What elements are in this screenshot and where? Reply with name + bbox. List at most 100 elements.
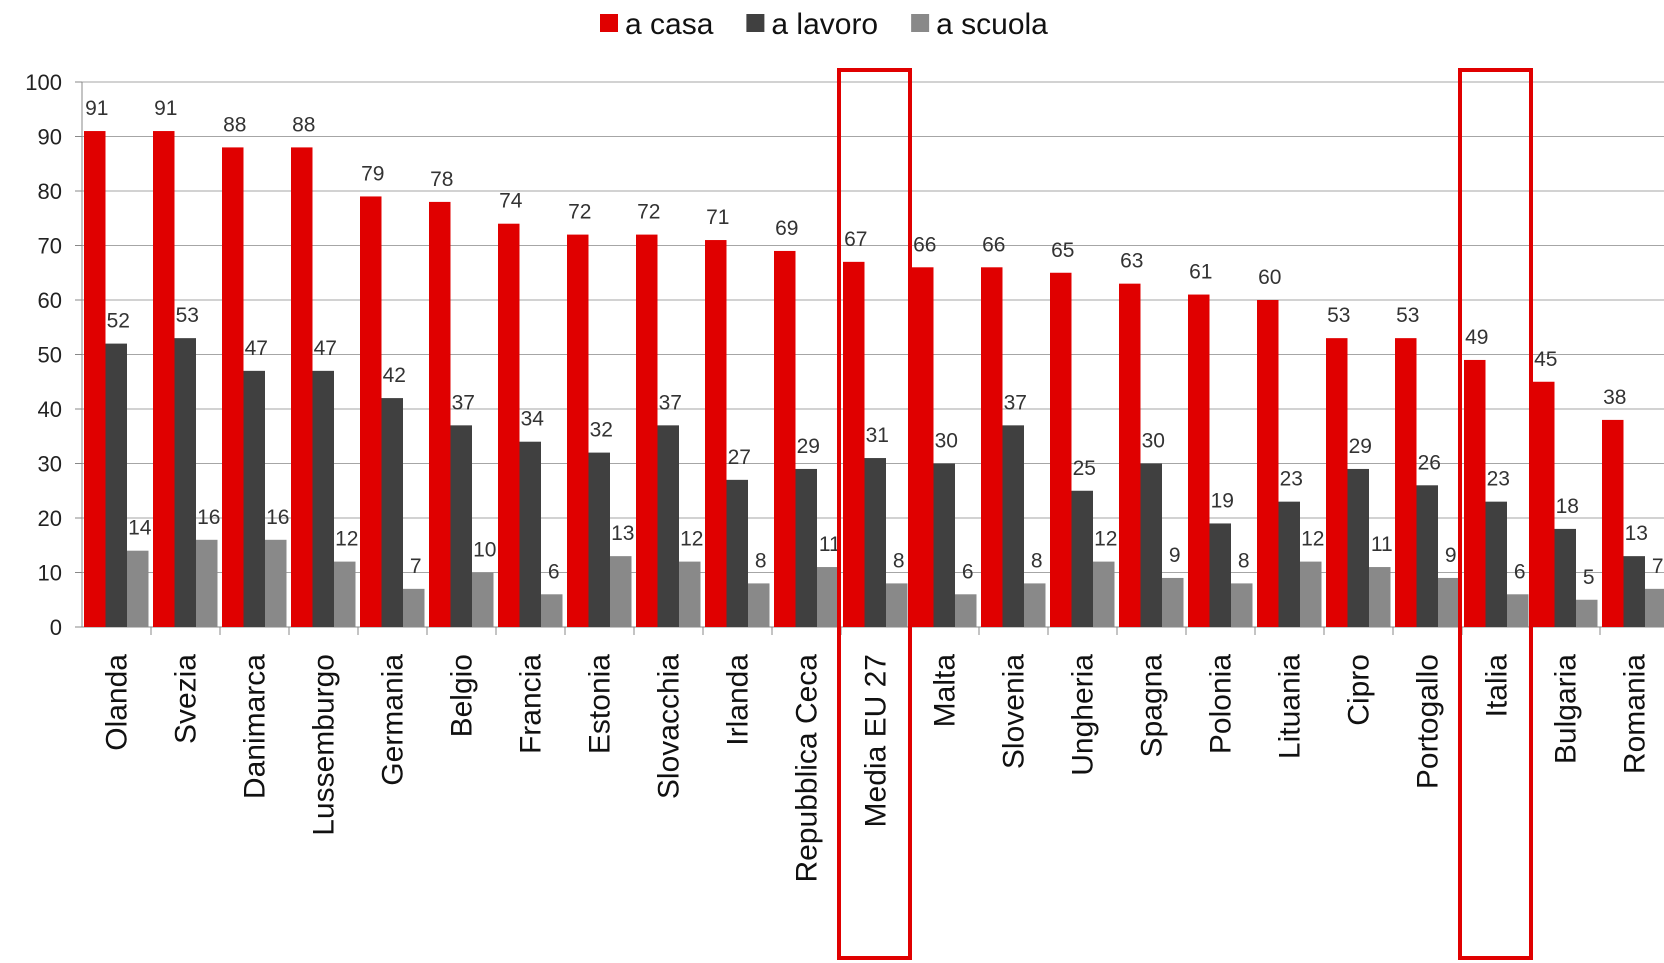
bar: [1140, 463, 1162, 627]
value-label: 31: [866, 424, 889, 447]
bar: [1533, 381, 1555, 627]
y-tick-label: 50: [38, 343, 62, 368]
value-label: 34: [521, 408, 545, 431]
bar: [105, 343, 127, 627]
bar: [1645, 588, 1664, 627]
value-label: 38: [1603, 386, 1626, 409]
bar: [403, 588, 425, 627]
value-label: 8: [755, 549, 767, 572]
bar: [429, 201, 451, 627]
value-label: 91: [154, 97, 177, 120]
value-label: 6: [548, 560, 560, 583]
highlight-box: [1458, 68, 1533, 960]
value-label: 12: [680, 528, 703, 551]
bar: [472, 572, 494, 627]
bar: [657, 425, 679, 627]
value-label: 32: [590, 419, 613, 442]
value-label: 7: [1652, 555, 1664, 578]
value-label: 19: [1211, 489, 1234, 512]
x-tick-label: Estonia: [584, 654, 617, 754]
value-label: 37: [452, 391, 475, 414]
x-tick-label: Bulgaria: [1550, 654, 1583, 764]
value-label: 60: [1258, 266, 1281, 289]
bar: [817, 567, 839, 627]
bar: [610, 556, 632, 627]
bar: [1602, 419, 1624, 627]
value-label: 29: [797, 435, 820, 458]
y-tick-label: 20: [38, 506, 62, 531]
highlight-box: [837, 68, 912, 960]
legend-swatch: [746, 14, 765, 32]
bar: [748, 583, 770, 627]
x-tick-label: Romania: [1619, 654, 1652, 774]
bar: [886, 583, 908, 627]
value-label: 91: [85, 97, 108, 120]
x-tick-label: Spagna: [1136, 654, 1169, 758]
bar: [360, 196, 382, 627]
value-label: 30: [935, 430, 958, 453]
x-tick-label: Polonia: [1205, 654, 1238, 754]
value-label: 49: [1465, 326, 1488, 349]
bar: [636, 234, 658, 627]
value-label: 47: [314, 337, 337, 360]
y-tick-label: 80: [38, 179, 62, 204]
bar: [1395, 338, 1417, 627]
value-label: 12: [1301, 528, 1324, 551]
x-tick-label: Repubblica Ceca: [791, 654, 824, 883]
bar: [1326, 338, 1348, 627]
x-tick-label: Cipro: [1343, 654, 1376, 726]
bar: [381, 398, 403, 627]
value-label: 11: [819, 533, 841, 556]
value-label: 69: [775, 217, 798, 240]
value-label: 30: [1142, 430, 1165, 453]
value-label: 13: [611, 522, 634, 545]
bar: [1576, 599, 1598, 627]
value-label: 63: [1120, 250, 1143, 273]
value-label: 18: [1556, 495, 1579, 518]
value-label: 16: [197, 506, 220, 529]
value-label: 37: [1004, 391, 1027, 414]
value-label: 53: [176, 304, 199, 327]
bar: [1093, 561, 1115, 627]
bar: [1416, 485, 1438, 627]
value-label: 52: [107, 310, 130, 333]
value-label: 25: [1073, 457, 1096, 480]
bar: [981, 267, 1003, 627]
value-label: 6: [1514, 560, 1526, 583]
x-tick-label: Italia: [1481, 654, 1514, 718]
legend-swatch: [911, 14, 930, 32]
value-label: 65: [1051, 239, 1074, 262]
bar: [726, 479, 748, 627]
value-label: 7: [410, 555, 422, 578]
bar: [84, 131, 106, 628]
y-tick-label: 0: [50, 615, 62, 640]
bar: [265, 539, 287, 627]
legend-label: a scuola: [936, 8, 1048, 41]
bar: [1231, 583, 1253, 627]
bar: [1002, 425, 1024, 627]
bar: [541, 594, 563, 627]
bar: [912, 267, 934, 627]
value-label: 88: [292, 113, 315, 136]
value-label: 14: [128, 517, 152, 540]
value-label: 11: [1371, 533, 1393, 556]
x-tick-label: Olanda: [101, 654, 134, 751]
value-label: 66: [982, 233, 1005, 256]
value-label: 79: [361, 162, 384, 185]
x-tick-label: Portogallo: [1412, 654, 1445, 789]
value-label: 53: [1327, 304, 1350, 327]
bar: [1485, 501, 1507, 627]
bar: [1050, 272, 1072, 627]
bar: [795, 468, 817, 627]
bar: [1438, 577, 1460, 627]
bar: [291, 147, 313, 627]
value-label: 9: [1445, 544, 1457, 567]
x-tick-label: Lussemburgo: [308, 654, 341, 836]
value-label: 88: [223, 113, 246, 136]
bar: [955, 594, 977, 627]
value-label: 72: [568, 201, 591, 224]
bar: [519, 441, 541, 627]
value-label: 29: [1349, 435, 1372, 458]
y-tick-label: 60: [38, 288, 62, 313]
x-tick-label: Ungheria: [1067, 654, 1100, 776]
